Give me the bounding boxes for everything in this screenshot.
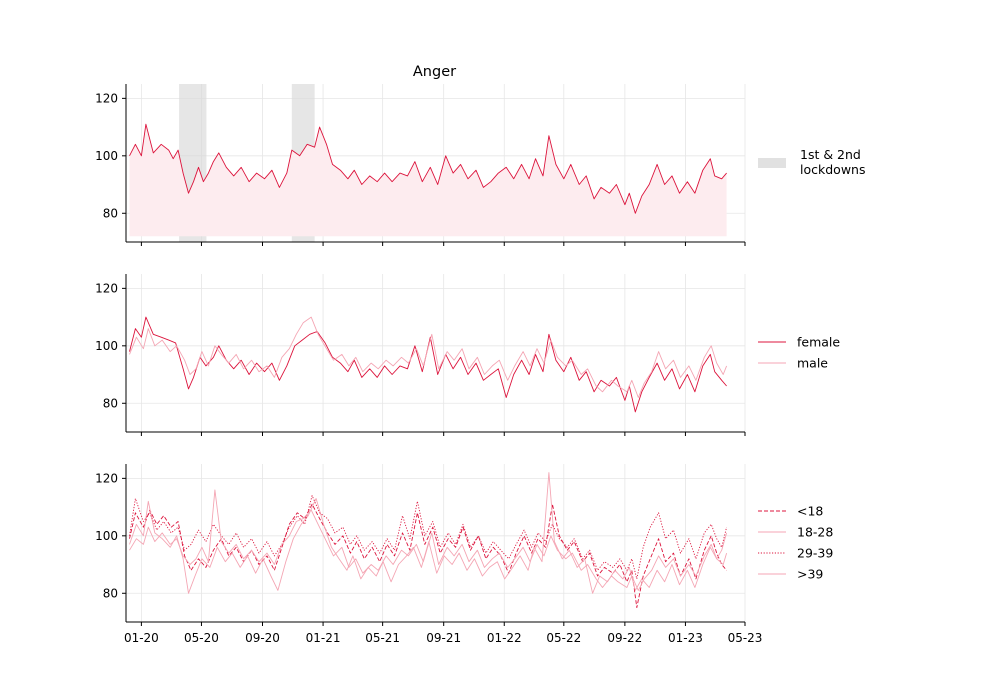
series-line-female <box>129 316 727 413</box>
x-tick-label: 01-23 <box>668 631 703 645</box>
legend-label: 18-28 <box>797 525 833 540</box>
chart-title: Anger <box>413 64 456 80</box>
y-tick-label: 80 <box>103 586 118 600</box>
series-line-2939 <box>129 495 728 580</box>
y-tick-label: 80 <box>103 396 118 410</box>
series-line-18 <box>129 503 727 609</box>
legend-label: 29-39 <box>797 546 833 561</box>
panel-gender: 80 100 120 female male <box>95 274 840 436</box>
legend-label-lockdowns: lockdowns <box>800 162 865 177</box>
x-tick-label: 01-22 <box>487 631 522 645</box>
x-tick-label: 05-22 <box>546 631 581 645</box>
y-tick-label: 120 <box>95 281 118 295</box>
legend-label: male <box>797 356 828 371</box>
y-tick-label: 100 <box>95 339 118 353</box>
y-tick-label: 100 <box>95 149 118 163</box>
legend-label: <18 <box>797 504 823 519</box>
x-tick-label: 01-21 <box>306 631 341 645</box>
legend-label-lockdowns: 1st & 2nd <box>800 147 861 162</box>
y-tick-label: 120 <box>95 91 118 105</box>
x-tick-label: 09-20 <box>245 631 280 645</box>
legend-swatch-lockdowns <box>758 158 786 168</box>
series-line-39 <box>129 489 728 591</box>
x-tick-label: 05-21 <box>365 631 400 645</box>
x-tick-label: 05-20 <box>184 631 219 645</box>
panel-age: 80 100 120 01-20 05-20 09-20 01-21 05-21 09-21 01… <box>95 464 833 645</box>
x-tick-label: 09-21 <box>426 631 461 645</box>
legend-label: >39 <box>797 567 823 582</box>
series-line-anger <box>129 123 727 214</box>
x-tick-label: 09-22 <box>607 631 642 645</box>
y-tick-label: 120 <box>95 471 118 485</box>
series-area-fill <box>129 124 727 237</box>
series-line-male <box>129 316 728 398</box>
legend-label: female <box>797 335 840 350</box>
y-tick-label: 100 <box>95 529 118 543</box>
x-tick-label: 05-23 <box>728 631 763 645</box>
x-tick-label: 01-20 <box>124 631 159 645</box>
y-tick-label: 80 <box>103 206 118 220</box>
